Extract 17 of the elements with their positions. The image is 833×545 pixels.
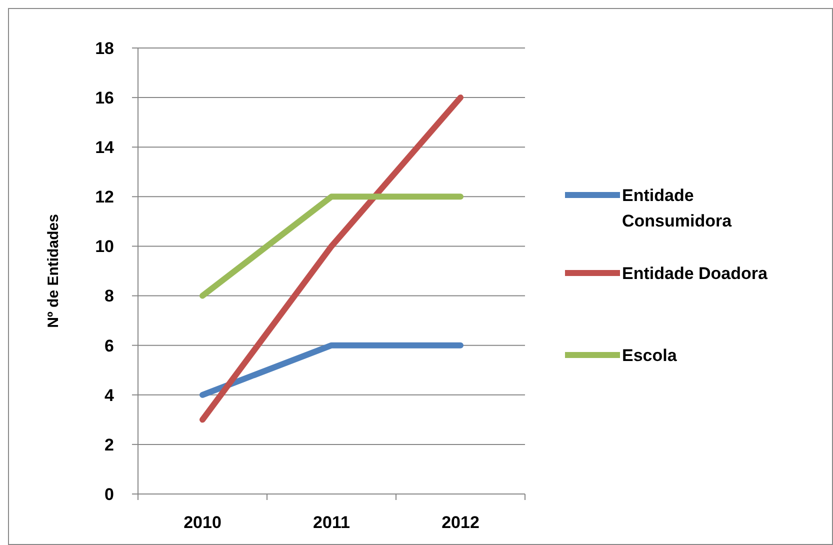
y-tick-label: 0 (104, 484, 114, 504)
y-tick-label: 14 (95, 138, 115, 158)
x-tick-label: 2010 (184, 513, 222, 532)
y-tick-label: 4 (104, 386, 115, 405)
y-tick-label: 8 (104, 286, 114, 306)
y-tick-label: 18 (95, 38, 114, 58)
x-tick-label: 2012 (442, 513, 480, 532)
y-tick-label: 16 (95, 88, 114, 108)
legend-label: Entidade Doadora (622, 264, 768, 283)
legend-label: Entidade Consumidora (622, 186, 732, 230)
y-tick-label: 10 (95, 237, 114, 256)
x-tick-label: 2011 (313, 513, 350, 532)
legend-label: Escola (622, 346, 678, 365)
y-tick-label: 2 (104, 435, 114, 454)
y-axis-title: Nº de Entidades (45, 214, 62, 328)
y-tick-label: 6 (104, 336, 114, 356)
y-tick-label: 12 (95, 188, 114, 207)
